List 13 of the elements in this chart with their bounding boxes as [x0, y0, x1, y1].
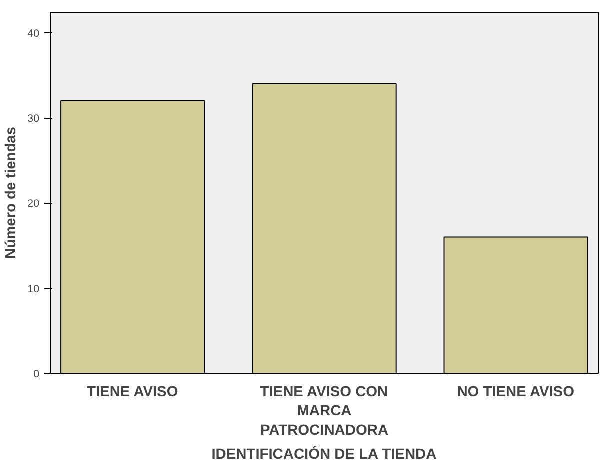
bar [444, 236, 588, 374]
y-tick-label: 0 [34, 368, 40, 380]
x-tick-label: NO TIENE AVISO [457, 384, 574, 400]
x-tick-label: TIENE AVISO [87, 384, 178, 400]
bar [60, 100, 206, 374]
y-tick-label: 40 [28, 28, 40, 40]
x-tick-label: TIENE AVISO CON MARCA PATROCINADORA [260, 384, 389, 439]
bar [252, 84, 397, 374]
y-tick-label: 20 [28, 198, 40, 210]
y-tick-label: 30 [28, 113, 40, 126]
y-tick-label: 10 [28, 283, 40, 296]
y-axis-title: Número de tiendas [4, 127, 20, 259]
x-axis-title: IDENTIFICACIÓN DE LA TIENDA [212, 446, 438, 463]
